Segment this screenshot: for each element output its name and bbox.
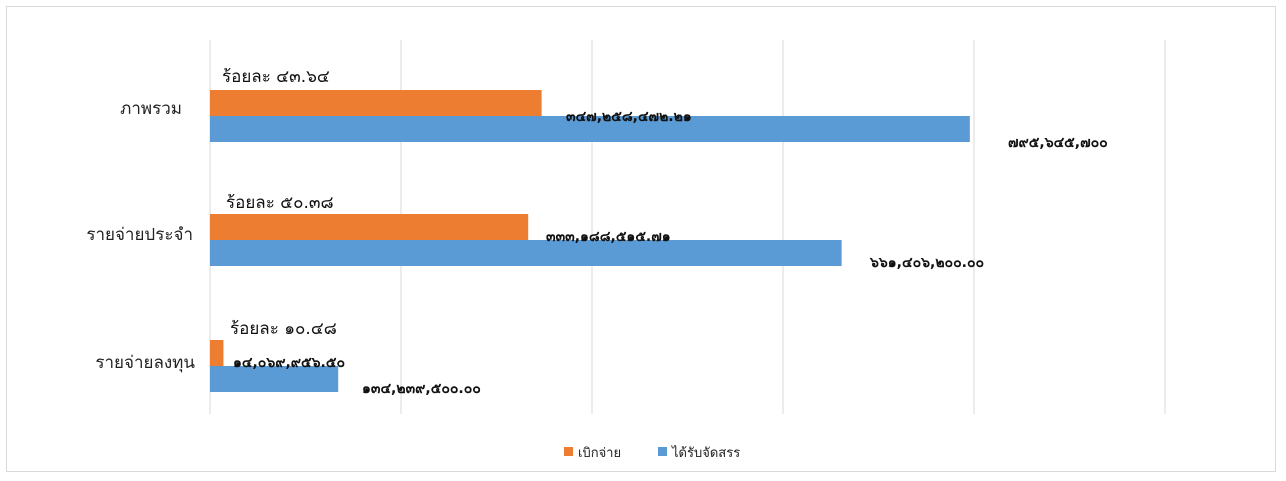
data-label-allocated: ๑๓๔,๒๓๙,๕๐๐.๐๐ [362,381,481,397]
bar-disbursed [210,90,542,116]
legend-label-disbursed: เบิกจ่าย [578,446,621,461]
data-label-disbursed: ๓๔๗,๒๕๘,๔๗๒.๒๑ [566,109,692,125]
legend-swatch-allocated [658,447,667,456]
percent-label: ร้อยละ ๑๐.๔๘ [230,319,337,339]
data-label-allocated: ๗๙๕,๖๔๕,๗๐๐ [1008,135,1108,151]
bar-allocated [210,366,339,392]
bar-allocated [210,116,970,142]
data-label-disbursed: ๑๔,๐๖๙,๙๕๖.๕๐ [233,355,345,371]
legend: เบิกจ่าย ได้รับจัดสรร [564,445,740,461]
category-label-investment: รายจ่ายลงทุน [95,353,195,373]
percent-label: ร้อยละ ๕๐.๓๘ [226,193,334,213]
bar-disbursed [210,214,529,240]
category-label-overall: ภาพรวม [120,99,182,119]
bar-allocated [210,240,842,266]
category-label-recurrent: รายจ่ายประจำ [86,225,193,245]
bars [210,90,970,392]
bar-disbursed [210,340,224,366]
legend-swatch-disbursed [564,447,573,456]
percent-label: ร้อยละ ๔๓.๖๔ [222,67,330,87]
data-label-disbursed: ๓๓๓,๑๘๘,๕๑๕.๗๑ [546,229,671,245]
data-label-allocated: ๖๖๑,๔๐๖,๒๐๐.๐๐ [869,255,984,271]
legend-label-allocated: ได้รับจัดสรร [671,445,740,461]
